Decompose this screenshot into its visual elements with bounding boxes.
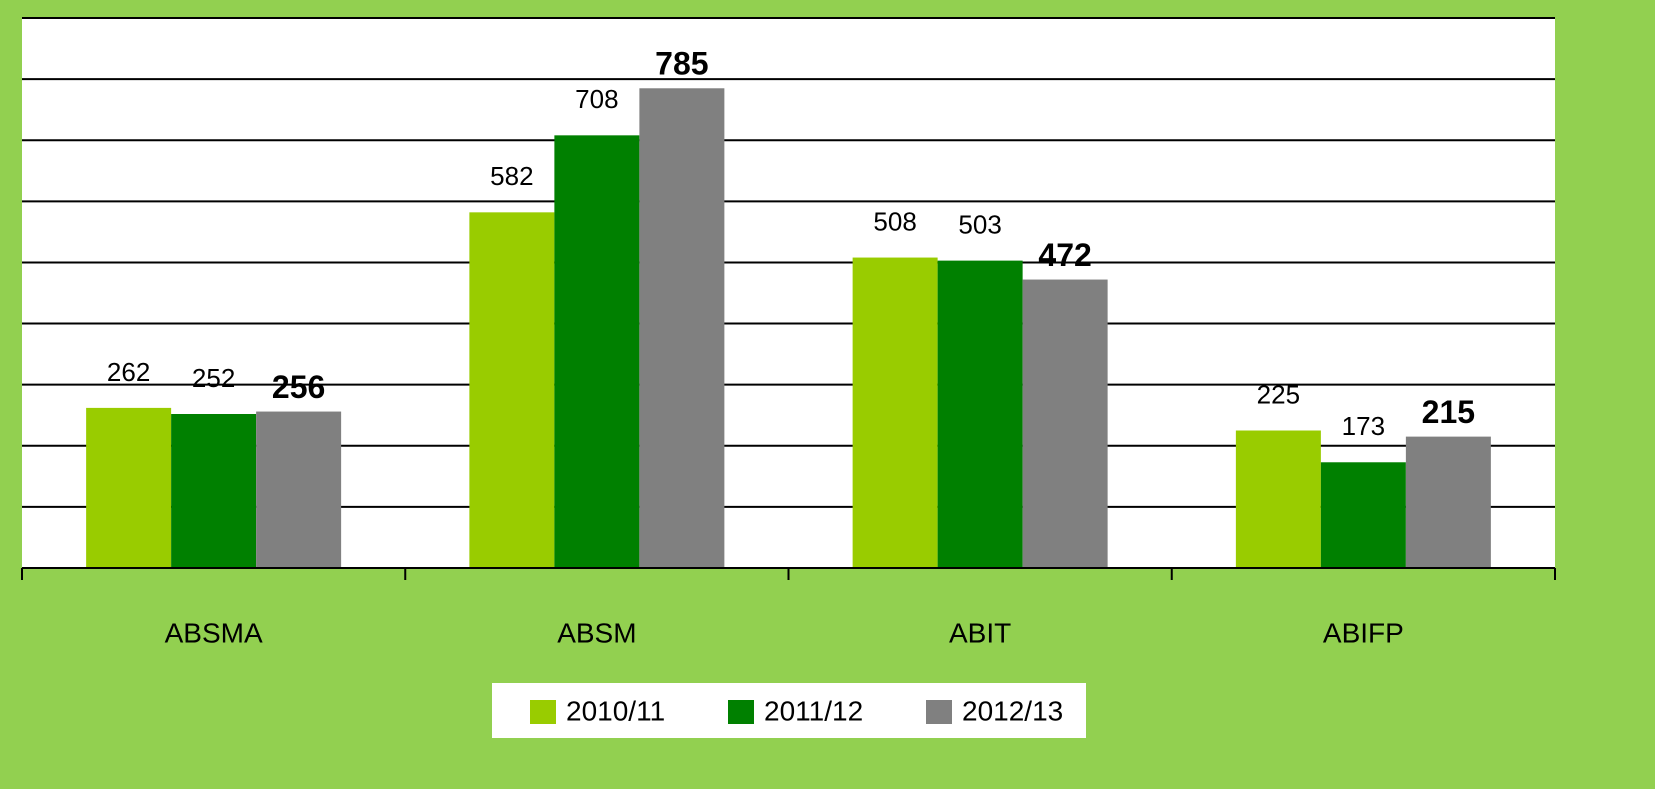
bar [1022, 279, 1108, 568]
bar [256, 411, 342, 568]
legend-box [492, 683, 1086, 738]
data-label: 252 [192, 363, 235, 393]
data-label: 582 [490, 161, 533, 191]
data-label: 708 [575, 84, 618, 114]
data-label: 503 [958, 209, 1001, 239]
data-label: 508 [873, 206, 916, 236]
legend-swatch [728, 700, 754, 724]
data-label: 225 [1257, 379, 1300, 409]
x-tick-label: ABIFP [1323, 617, 1404, 648]
data-label: 215 [1422, 394, 1475, 430]
bar [1405, 436, 1491, 568]
bar [171, 414, 257, 568]
data-label: 785 [655, 46, 708, 82]
legend-swatch [530, 700, 556, 724]
bar [937, 260, 1023, 568]
bar [852, 257, 938, 568]
bar [86, 407, 172, 568]
x-tick-label: ABSM [557, 617, 636, 648]
legend-label: 2010/11 [566, 695, 665, 726]
data-label: 256 [272, 369, 325, 405]
data-label: 262 [107, 357, 150, 387]
legend-swatch [926, 700, 952, 724]
x-tick-label: ABIT [949, 617, 1011, 648]
bar [469, 212, 555, 569]
data-label: 472 [1038, 237, 1091, 273]
bar [554, 135, 640, 569]
legend-label: 2012/13 [962, 695, 1063, 726]
x-tick-label: ABSMA [165, 617, 263, 648]
legend-label: 2011/12 [764, 695, 863, 726]
bar [1235, 430, 1321, 568]
data-label: 173 [1342, 411, 1385, 441]
bar [639, 88, 725, 569]
bar [1320, 462, 1406, 568]
